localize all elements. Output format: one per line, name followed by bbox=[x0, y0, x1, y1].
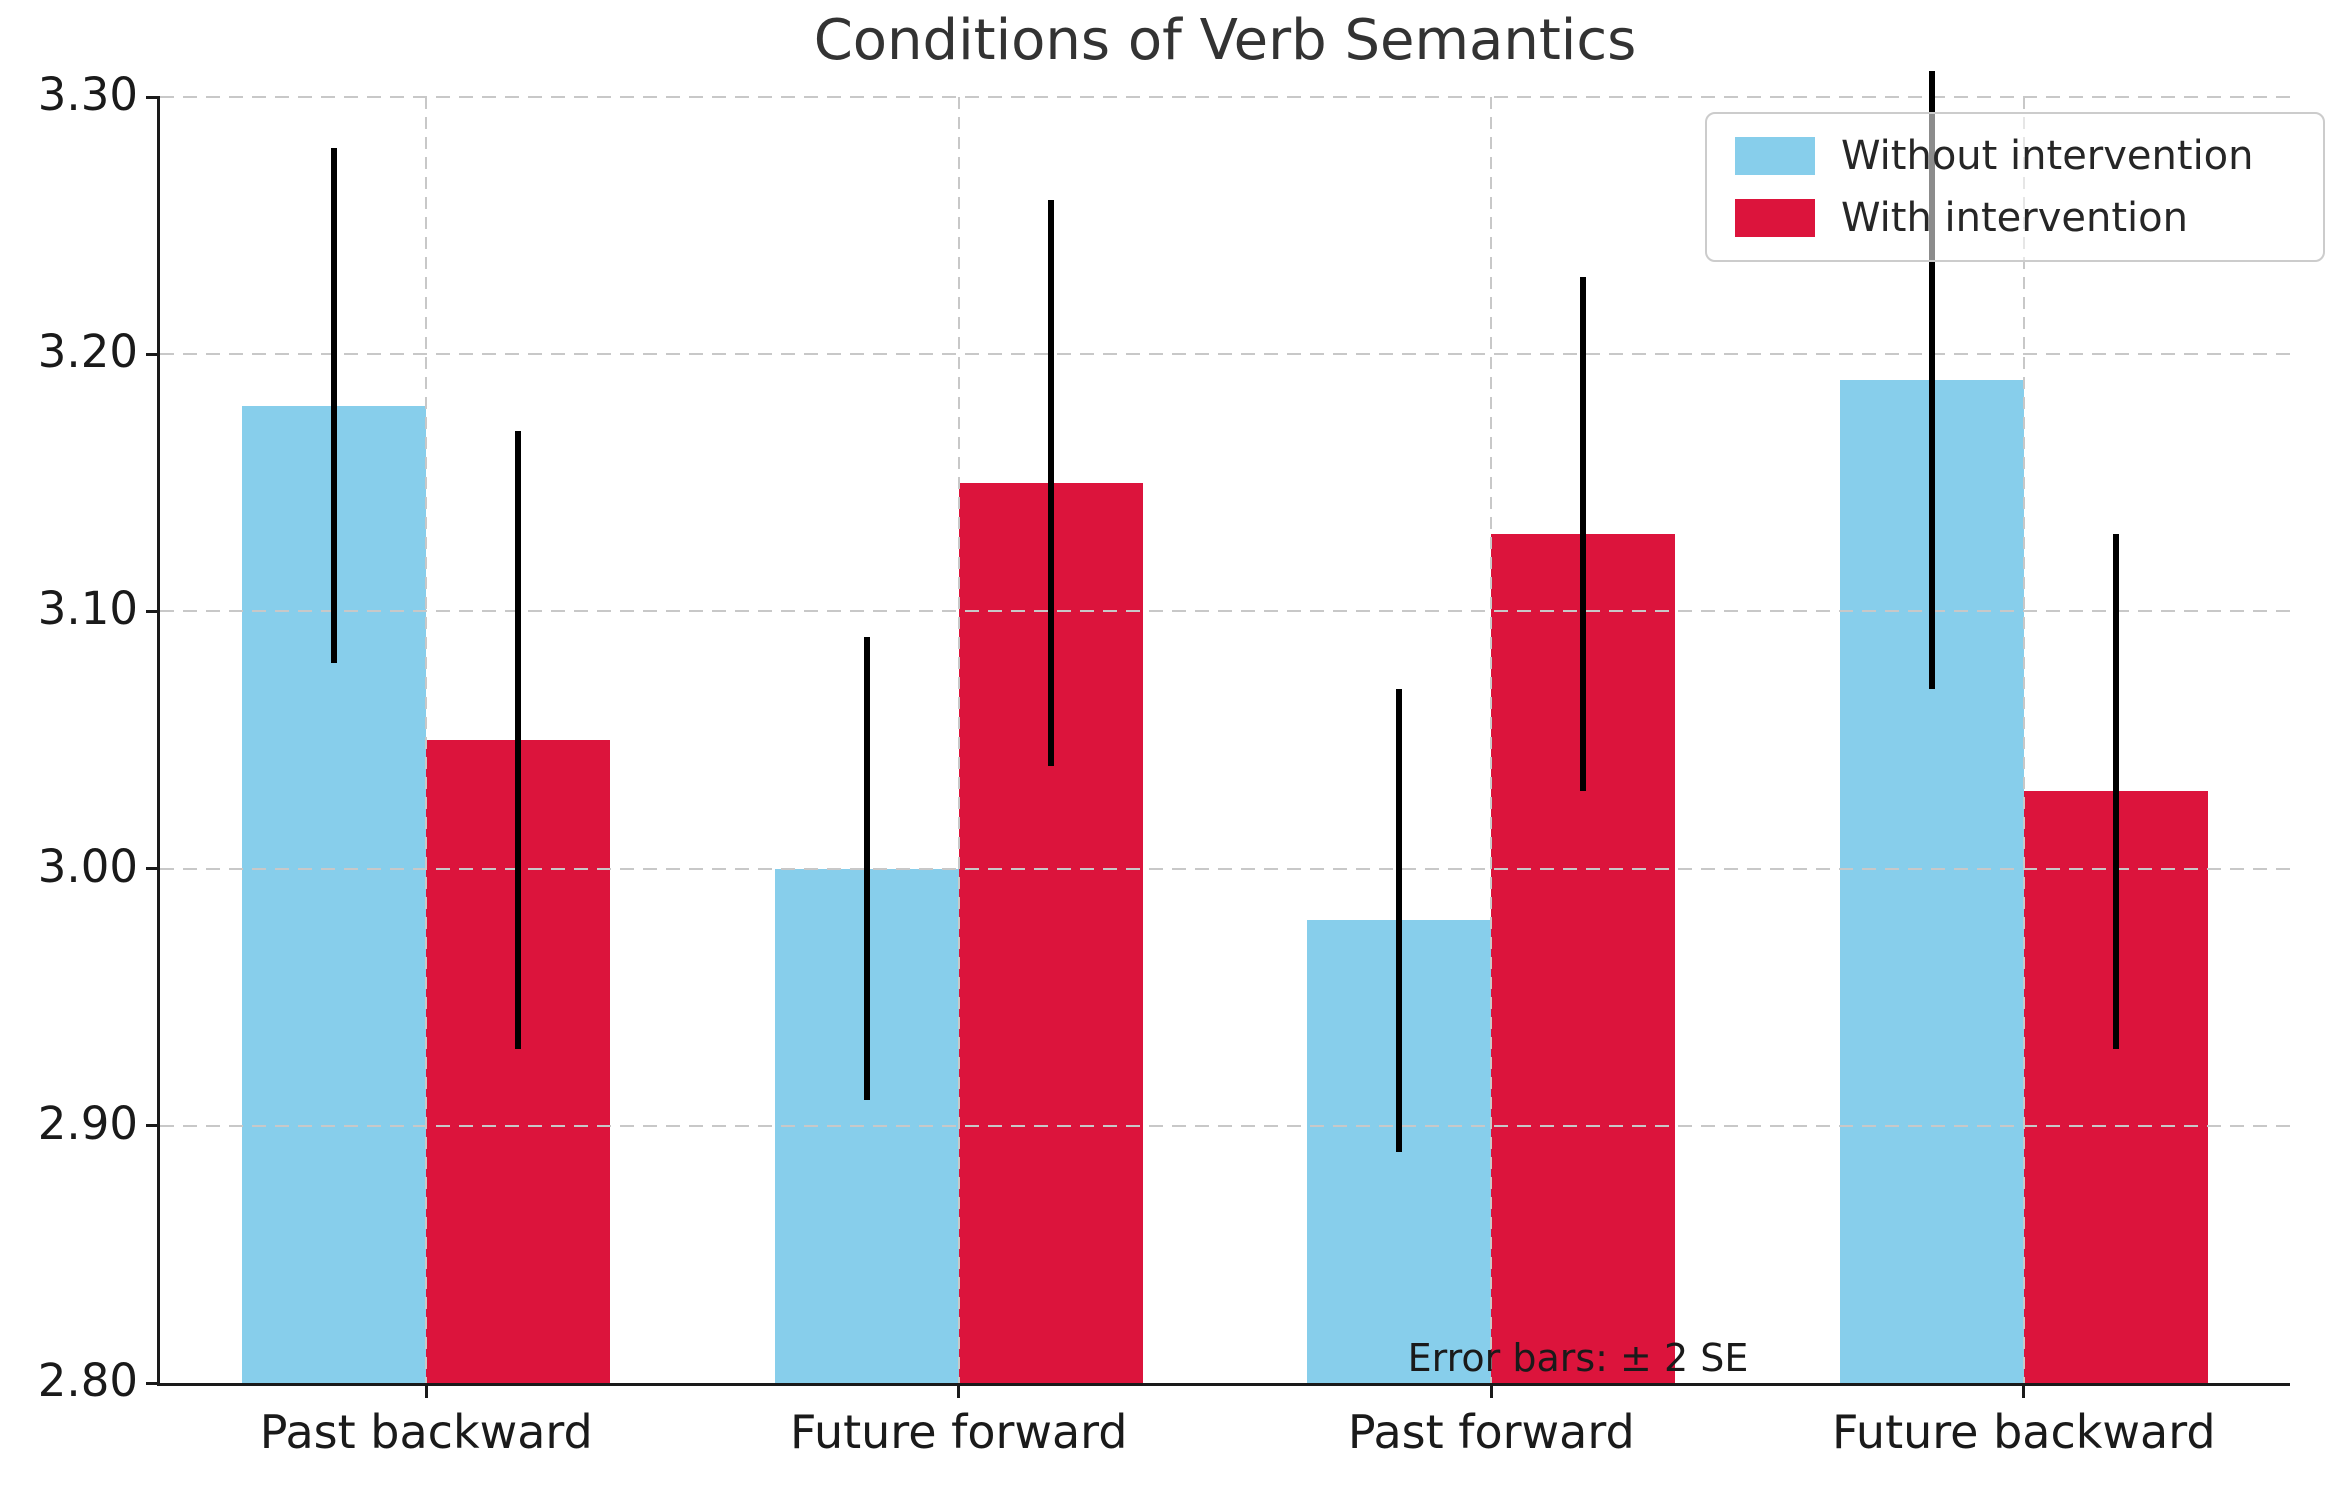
errorbar-without-intervention-past-forward bbox=[1396, 688, 1403, 1152]
y-tick-mark bbox=[146, 609, 160, 613]
y-tick-label: 2.80 bbox=[37, 1354, 138, 1407]
legend-item-without-intervention: Without intervention bbox=[1735, 133, 2323, 179]
y-tick-mark bbox=[146, 867, 160, 871]
x-tick-label-past-forward: Past forward bbox=[1347, 1405, 1635, 1459]
errorbar-with-intervention-future-backward bbox=[2112, 534, 2119, 1049]
y-gridline-3.30 bbox=[160, 96, 2290, 98]
y-tick-label: 2.90 bbox=[37, 1096, 138, 1150]
y-gridline-3.00 bbox=[160, 867, 2290, 870]
x-gridline-past-forward bbox=[1490, 97, 1493, 1383]
x-gridline-past-backward bbox=[425, 97, 428, 1383]
x-tick-mark bbox=[957, 1386, 961, 1398]
legend-swatch-with-intervention bbox=[1735, 199, 1815, 237]
y-tick-label: 3.10 bbox=[37, 582, 138, 636]
x-tick-mark bbox=[2022, 1386, 2026, 1398]
x-tick-mark bbox=[1489, 1386, 1493, 1398]
x-gridline-future-backward bbox=[2022, 97, 2025, 1383]
legend-item-with-intervention: With intervention bbox=[1735, 195, 2323, 241]
error-bars-annotation: Error bars: ± 2 SE bbox=[1407, 1336, 1749, 1380]
x-gridline-future-forward bbox=[957, 97, 960, 1383]
errorbar-with-intervention-future-forward bbox=[1047, 199, 1054, 766]
x-tick-label-past-backward: Past backward bbox=[259, 1405, 593, 1459]
errorbar-without-intervention-future-forward bbox=[863, 637, 870, 1101]
x-axis-spine bbox=[157, 1383, 2290, 1386]
chart-title: Conditions of Verb Semantics bbox=[813, 8, 1637, 73]
y-axis-spine bbox=[157, 97, 160, 1386]
errorbar-without-intervention-future-backward bbox=[1928, 71, 1935, 689]
legend-label: With intervention bbox=[1841, 195, 2188, 241]
y-tick-label: 3.30 bbox=[37, 68, 138, 121]
x-tick-label-future-backward: Future backward bbox=[1831, 1405, 2216, 1459]
y-tick-mark bbox=[146, 1124, 160, 1128]
y-gridline-2.90 bbox=[160, 1124, 2290, 1127]
errorbar-without-intervention-past-backward bbox=[331, 148, 338, 663]
legend: Without intervention With intervention bbox=[1705, 112, 2325, 262]
x-tick-label-future-forward: Future forward bbox=[790, 1405, 1128, 1459]
y-tick-mark bbox=[146, 352, 160, 356]
y-tick-label: 3.00 bbox=[37, 839, 138, 893]
errorbar-with-intervention-past-forward bbox=[1580, 277, 1587, 792]
y-gridline-3.20 bbox=[160, 353, 2290, 356]
legend-swatch-without-intervention bbox=[1735, 137, 1815, 175]
y-gridline-3.10 bbox=[160, 610, 2290, 613]
y-tick-label: 3.20 bbox=[37, 325, 138, 379]
x-tick-mark bbox=[424, 1386, 428, 1398]
errorbar-with-intervention-past-backward bbox=[515, 431, 522, 1049]
y-tick-mark bbox=[146, 1381, 160, 1385]
legend-label: Without intervention bbox=[1841, 133, 2254, 179]
y-tick-mark bbox=[146, 95, 160, 99]
